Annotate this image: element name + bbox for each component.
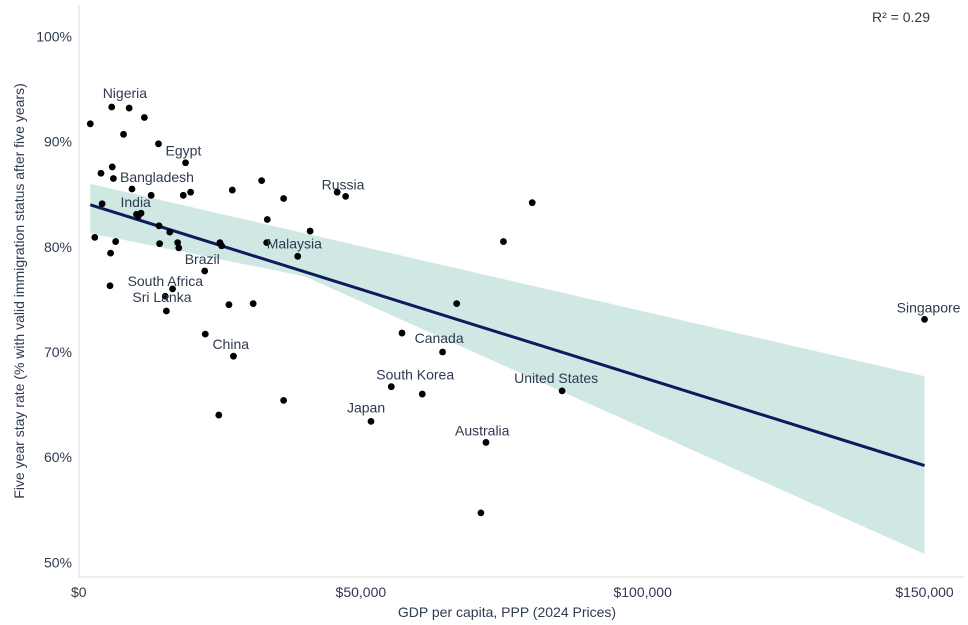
data-point (187, 188, 195, 196)
point-label: Singapore (897, 299, 961, 315)
y-tick-label: 100% (36, 29, 72, 45)
data-point (86, 120, 94, 128)
point-label: Egypt (166, 143, 202, 159)
data-point (155, 140, 162, 148)
data-point (558, 387, 566, 395)
data-point (107, 249, 114, 257)
data-point (230, 352, 237, 360)
point-label: Nigeria (103, 85, 148, 101)
point-label: Sri Lanka (132, 289, 191, 305)
data-point (120, 130, 127, 138)
data-point (201, 267, 209, 275)
point-label: China (212, 336, 249, 352)
point-label: United States (514, 370, 598, 386)
data-point (128, 185, 136, 193)
data-point (174, 239, 182, 247)
data-point (453, 300, 461, 308)
data-point (342, 192, 350, 200)
data-point (175, 244, 183, 252)
data-point (439, 348, 446, 356)
data-point (225, 301, 233, 309)
data-point (387, 383, 395, 391)
data-point (263, 239, 271, 247)
data-point (106, 282, 114, 290)
y-axis-title: Five year stay rate (% with valid immigr… (11, 83, 27, 498)
point-label: South Africa (128, 273, 204, 289)
point-label: Malaysia (267, 235, 322, 251)
data-point (367, 417, 375, 425)
data-point (91, 233, 99, 241)
data-point (169, 285, 176, 293)
data-point (280, 396, 288, 404)
data-point (98, 200, 106, 208)
r-squared-annotation: R² = 0.29 (872, 9, 930, 25)
data-point (137, 209, 145, 217)
data-point (147, 191, 155, 199)
y-tick-label: 90% (44, 134, 72, 150)
data-point (294, 252, 302, 260)
point-label: Canada (415, 330, 464, 346)
data-point (109, 175, 117, 182)
point-label: Australia (455, 422, 510, 438)
data-point (280, 195, 288, 202)
data-point (249, 300, 257, 308)
x-tick-label: $100,000 (613, 584, 672, 600)
data-point (166, 228, 174, 236)
data-point (156, 240, 164, 248)
data-point (528, 199, 536, 207)
data-point (333, 188, 341, 196)
data-point (263, 216, 271, 223)
data-point (182, 159, 189, 167)
point-label: Russia (322, 176, 365, 192)
y-tick-label: 60% (44, 449, 72, 465)
x-tick-label: $150,000 (895, 584, 954, 600)
data-point (201, 330, 209, 338)
data-point (398, 329, 406, 337)
data-point (155, 222, 163, 230)
data-point (258, 177, 266, 184)
y-tick-label: 70% (44, 344, 72, 360)
data-point (140, 114, 148, 121)
data-point (306, 227, 314, 235)
data-point (477, 509, 485, 517)
data-point (108, 163, 116, 171)
point-label: Brazil (185, 251, 220, 267)
x-axis-title: GDP per capita, PPP (2024 Prices) (398, 604, 616, 620)
x-tick-label: $0 (71, 584, 87, 600)
data-point (162, 307, 170, 315)
point-label: Bangladesh (120, 169, 194, 185)
data-point (112, 238, 120, 245)
data-point (921, 315, 928, 323)
data-point (228, 186, 236, 194)
data-point (108, 103, 116, 111)
confidence-band (90, 183, 925, 554)
data-point (97, 169, 105, 177)
data-point (161, 292, 169, 300)
y-tick-label: 80% (44, 239, 72, 255)
x-tick-label: $50,000 (336, 584, 387, 600)
data-point (215, 411, 223, 419)
data-point (418, 390, 426, 398)
data-point (218, 242, 226, 250)
y-tick-label: 50% (44, 554, 72, 570)
point-label: India (120, 194, 151, 210)
point-label: South Korea (376, 367, 454, 383)
trend-line (89, 203, 925, 467)
data-point (125, 104, 133, 112)
data-point (500, 238, 507, 245)
point-label: Japan (347, 399, 385, 415)
data-point (179, 191, 187, 199)
data-point (482, 439, 490, 446)
